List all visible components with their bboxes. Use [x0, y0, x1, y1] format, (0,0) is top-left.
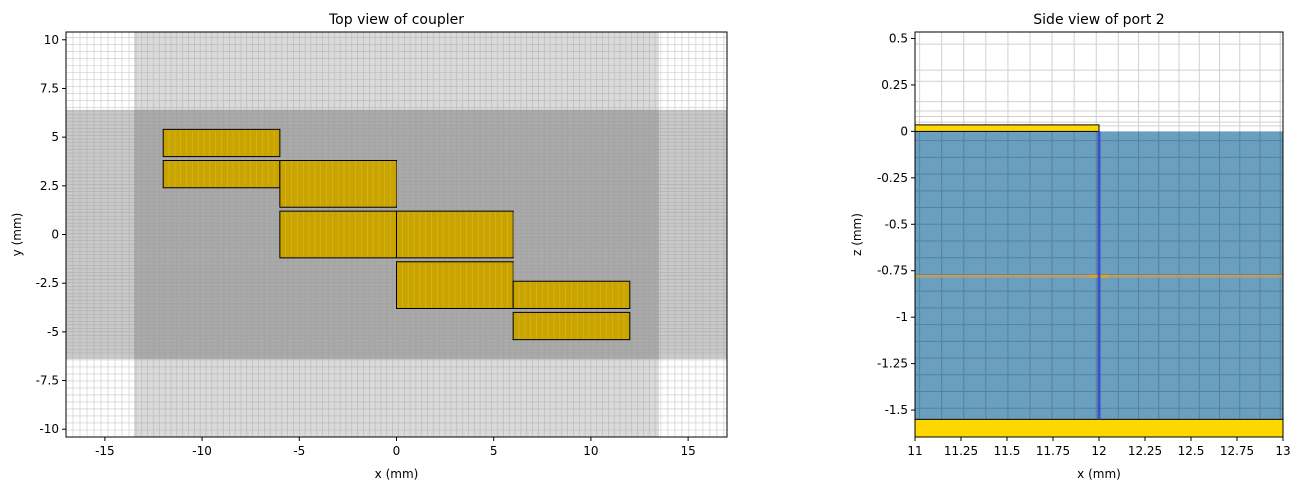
x-tick-label: 11: [907, 444, 922, 458]
x-tick-label: 15: [680, 444, 695, 458]
x-tick-label: -10: [192, 444, 212, 458]
x-tick-label: 5: [490, 444, 498, 458]
side-view-xlabel: x (mm): [1077, 467, 1121, 481]
plot-area: [915, 32, 1283, 437]
x-tick-label: 12.75: [1220, 444, 1254, 458]
y-tick-label: 7.5: [40, 81, 59, 95]
x-tick-label: 11.5: [994, 444, 1021, 458]
y-tick-label: -0.25: [877, 171, 908, 185]
y-tick-label: -0.75: [877, 264, 908, 278]
x-tick-label: 11.25: [944, 444, 978, 458]
patch-mesh: [518, 313, 625, 339]
y-tick-label: -5: [47, 325, 59, 339]
x-tick-label: 12: [1091, 444, 1106, 458]
x-tick-label: -15: [95, 444, 115, 458]
y-tick-label: -1.25: [877, 357, 908, 371]
patch-mesh: [518, 282, 625, 308]
top-view-plot: -15 -10 -5 0 5 10 15 10 7.5 5 2.5 0 -2.5 -5 -7.5 -10: [36, 31, 728, 458]
patch-mesh: [168, 161, 275, 187]
y-tick-label: -2.5: [36, 276, 59, 290]
top-view-xlabel: x (mm): [375, 467, 419, 481]
x-tick-label: 12.5: [1178, 444, 1205, 458]
trace-conductor: [915, 124, 1100, 132]
y-tick-label: -1: [896, 310, 908, 324]
x-tick-label: 11.75: [1036, 444, 1070, 458]
y-tick-label: 0.5: [889, 32, 908, 46]
ground-plane: [915, 418, 1283, 437]
y-tick-label: 0: [51, 228, 59, 242]
y-tick-label: -10: [39, 422, 59, 436]
x-tick-label: -5: [293, 444, 305, 458]
side-view-ylabel: z (mm): [850, 213, 864, 256]
side-view-plot: 11 11.25 11.5 11.75 12 12.25 12.5 12.75 13 0.5 0.2…: [877, 31, 1291, 458]
patch-mesh: [168, 130, 275, 156]
y-tick-label: -1.5: [885, 403, 908, 417]
patch-mesh: [402, 212, 514, 257]
x-tick-label: 0: [393, 444, 401, 458]
x-tick-label: 10: [583, 444, 598, 458]
y-tick-label: 0.25: [881, 78, 908, 92]
patch-mesh: [402, 262, 514, 308]
x-tick-label: 13: [1275, 444, 1290, 458]
y-tick-label: 5: [51, 130, 59, 144]
side-view-title: Side view of port 2: [1033, 12, 1164, 28]
top-view-title: Top view of coupler: [328, 12, 464, 28]
y-tick-label: -0.5: [885, 217, 908, 231]
x-tick-label: 12.25: [1128, 444, 1162, 458]
y-tick-label: 2.5: [40, 179, 59, 193]
patch-mesh: [285, 161, 397, 207]
y-tick-label: -7.5: [36, 374, 59, 388]
y-tick-label: 10: [44, 33, 59, 47]
top-view-ylabel: y (mm): [10, 213, 24, 257]
y-tick-label: 0: [900, 124, 908, 138]
plot-area: [66, 32, 727, 437]
